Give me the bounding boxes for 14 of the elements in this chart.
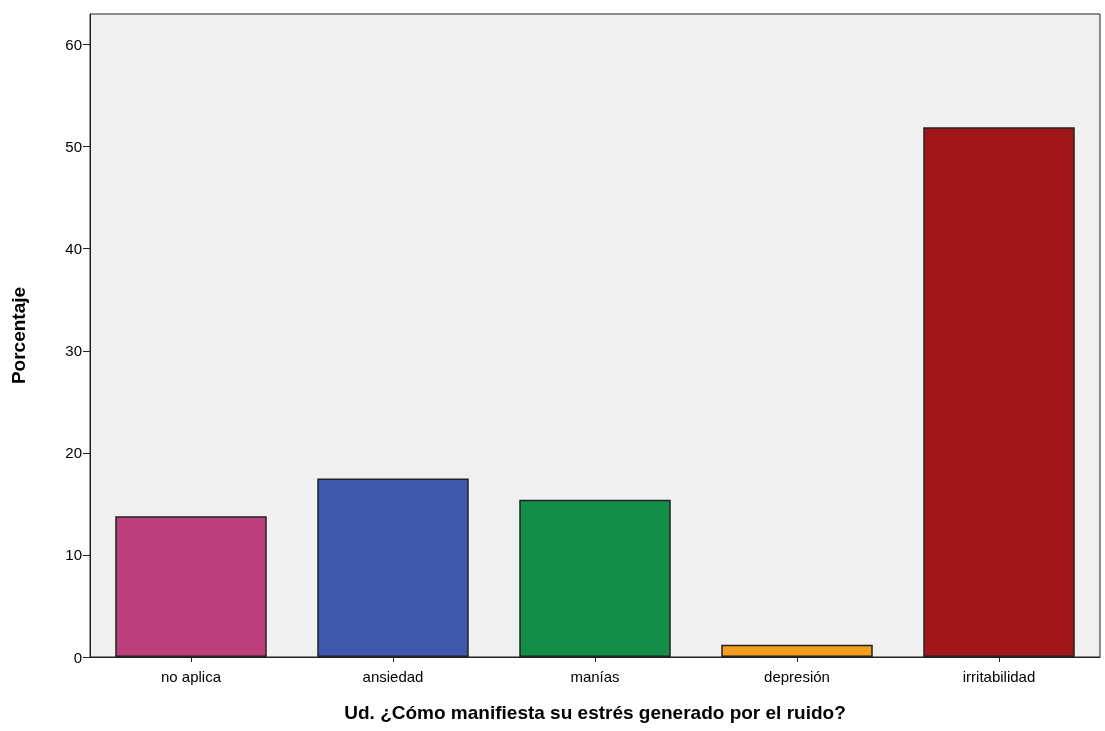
y-tick-label: 40	[65, 240, 82, 258]
y-tick-label: 20	[65, 444, 82, 462]
y-tick-label: 0	[73, 648, 82, 666]
y-tick-label: 50	[65, 138, 82, 156]
x-tick-label: no aplica	[160, 668, 222, 685]
y-axis-title: Porcentaje	[8, 286, 29, 385]
x-tick-label: ansiedad	[362, 668, 424, 685]
x-tick-label: manías	[570, 668, 620, 685]
x-tick-label: irritabilidad	[962, 668, 1036, 685]
x-tick-label: depresión	[764, 668, 830, 685]
x-axis-title: Ud. ¿Cómo manifiesta su estrés generado por el ruido?	[344, 702, 846, 723]
y-tick-label: 30	[65, 342, 82, 360]
y-tick-label: 10	[65, 546, 82, 564]
y-tick-label: 60	[65, 36, 82, 54]
